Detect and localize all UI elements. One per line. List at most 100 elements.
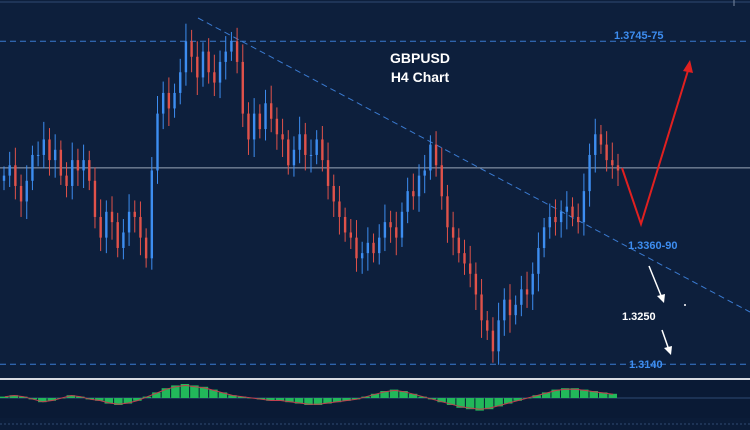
oscillator-bar (465, 398, 475, 410)
oscillator-bars (0, 384, 617, 411)
marker-dot (684, 304, 686, 306)
oscillator-bar (66, 395, 76, 398)
candles (2, 23, 620, 365)
candle-body (355, 237, 358, 259)
candle-body (292, 149, 296, 166)
level-lines (0, 40, 750, 365)
candle-body (76, 160, 80, 171)
candle-body (474, 273, 478, 295)
candle-body (224, 51, 227, 62)
oscillator-bar (76, 396, 85, 398)
oscillator-bar (171, 385, 180, 398)
oscillator-bar (323, 398, 332, 404)
candle-body (144, 237, 148, 259)
candle-body (287, 139, 290, 166)
candle-body (571, 206, 574, 217)
candle-body (309, 154, 313, 156)
candle-body (326, 160, 330, 186)
oscillator-bar (133, 398, 142, 401)
candle-body (480, 294, 483, 321)
oscillator-bar (180, 384, 190, 398)
candle-body (395, 227, 398, 238)
candle-body (338, 201, 341, 217)
candle-body (332, 185, 335, 202)
candle-body (599, 134, 603, 145)
oscillator-bar (437, 398, 446, 403)
candle-body (133, 211, 136, 217)
oscillator-bar (256, 398, 266, 400)
candle-body (48, 139, 51, 161)
candle-body (179, 72, 182, 93)
oscillator-bar (551, 389, 560, 398)
forecast-white-arrow-1 (648, 265, 663, 299)
oscillator-bar (570, 388, 579, 398)
oscillator-bar (598, 392, 608, 398)
candle-body (594, 134, 597, 155)
candle-body (378, 237, 381, 254)
candle-body (486, 320, 489, 331)
oscillator-bar (456, 398, 465, 408)
candle-body (417, 175, 421, 197)
candle-body (230, 41, 233, 52)
candle-body (252, 113, 256, 140)
candle-body (400, 211, 404, 238)
candle-body (8, 165, 11, 176)
candle-body (463, 253, 466, 264)
candle-body (139, 216, 142, 238)
candle-body (270, 103, 273, 119)
candle-body (82, 160, 85, 171)
chart-subtitle: H4 Chart (391, 69, 450, 85)
forecast-red-path (621, 63, 691, 228)
oscillator-bar (199, 386, 209, 398)
oscillator-bar (541, 392, 551, 398)
oscillator-bar (104, 398, 114, 404)
candle-body (451, 227, 455, 238)
candle-body (343, 216, 347, 233)
oscillator-bar (389, 389, 399, 398)
level-label-1-3360-90: 1.3360-90 (628, 240, 678, 252)
oscillator-bar (285, 398, 294, 403)
candle-body (116, 222, 119, 248)
oscillator-bar (47, 398, 57, 401)
oscillator-bar (560, 388, 570, 398)
candle-body (605, 144, 608, 161)
oscillator-bar (532, 395, 541, 398)
descending-trendline (197, 17, 750, 313)
oscillator-bar (484, 398, 494, 410)
candle-body (366, 242, 370, 254)
candle-body (582, 191, 586, 223)
oscillator-bar (161, 388, 171, 398)
oscillator-bar (408, 393, 418, 398)
oscillator-bar (19, 396, 28, 398)
candle-body (88, 160, 91, 181)
forecast-white-arrowhead-2 (664, 346, 672, 355)
oscillator-bar (228, 395, 237, 398)
candle-body (161, 92, 165, 114)
oscillator-bar (380, 391, 389, 398)
oscillator-bar (266, 398, 275, 401)
candle-body (548, 216, 551, 228)
chart-title: GBPUSD (390, 50, 450, 66)
candle-body (520, 289, 523, 305)
candle-body (457, 237, 461, 254)
candle-body (71, 160, 74, 186)
candle-body (491, 330, 495, 352)
oscillator-bar (399, 391, 408, 398)
candle-body (207, 51, 210, 73)
oscillator-bar (589, 391, 598, 398)
forecast-red-arrowhead (683, 60, 693, 73)
oscillator-separator (0, 378, 750, 380)
candle-body (406, 191, 409, 212)
forecast-white-arrowhead-1 (657, 294, 665, 303)
candle-body (65, 175, 68, 186)
candle-body (321, 139, 324, 161)
level-label-1-3140: 1.3140 (629, 359, 663, 371)
candle-body (173, 92, 176, 109)
candle-body (235, 41, 239, 62)
candle-body (554, 216, 557, 223)
candle-body (127, 211, 131, 233)
oscillator-bar (579, 389, 589, 398)
candle-body (213, 72, 216, 83)
candle-body (264, 103, 267, 130)
